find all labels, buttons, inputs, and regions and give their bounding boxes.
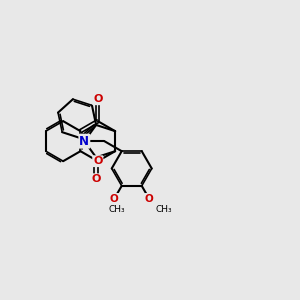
Text: CH₃: CH₃ [108,205,125,214]
Text: O: O [145,194,154,204]
Text: N: N [79,135,89,148]
Text: O: O [93,94,103,104]
Text: O: O [92,174,101,184]
Text: O: O [93,156,103,166]
Text: CH₃: CH₃ [155,205,172,214]
Text: O: O [110,194,118,204]
